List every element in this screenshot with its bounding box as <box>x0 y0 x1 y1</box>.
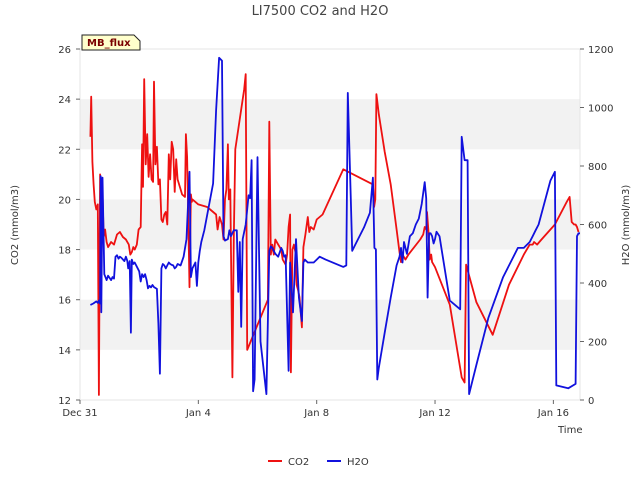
y-tick-label: 12 <box>58 396 71 407</box>
y-right-tick-label: 600 <box>588 221 607 232</box>
y-right-tick-label: 0 <box>588 396 594 407</box>
y-right-tick-label: 1200 <box>588 45 613 56</box>
y-right-tick-label: 800 <box>588 162 607 173</box>
chart-title: LI7500 CO2 and H2O <box>252 4 389 19</box>
y-axis-label-left: CO2 (mmol/m3) <box>10 185 21 265</box>
x-tick-label: Jan 12 <box>418 408 450 419</box>
y-tick-label: 20 <box>58 195 71 206</box>
x-tick-label: Dec 31 <box>62 408 97 419</box>
y-tick-label: 24 <box>58 95 71 106</box>
series-line-h2o <box>90 56 580 396</box>
y-right-tick-label: 400 <box>588 279 607 290</box>
y-tick-label: 22 <box>58 145 71 156</box>
grid-band <box>80 199 580 250</box>
x-tick-label: Jan 16 <box>537 408 569 419</box>
y-tick-label: 26 <box>58 45 71 56</box>
legend-label-h2o: H2O <box>347 457 369 468</box>
legend-label-co2: CO2 <box>288 457 309 468</box>
site-badge: MB_flux <box>81 34 141 51</box>
series-lines <box>89 56 580 396</box>
x-axis-label: Time <box>557 425 582 436</box>
legend: CO2 H2O <box>268 457 369 468</box>
y-tick-label: 18 <box>58 246 71 257</box>
y-tick-label: 14 <box>58 346 71 357</box>
grid-band <box>80 99 580 150</box>
y-right-tick-label: 1000 <box>588 104 613 115</box>
x-tick-label: Jan 4 <box>185 408 211 419</box>
x-tick-label: Jan 8 <box>303 408 329 419</box>
y-axis-right: 0 200 400 600 800 1000 1200 <box>580 45 613 407</box>
x-axis: Dec 31 Jan 4 Jan 8 Jan 12 Jan 16 <box>62 400 569 419</box>
y-tick-label: 16 <box>58 296 71 307</box>
grid-band <box>80 299 580 350</box>
y-axis-left: 12 14 16 18 20 22 24 26 <box>58 45 80 407</box>
grid-bands <box>80 99 580 350</box>
y-axis-label-right: H2O (mmol/m3) <box>621 185 632 266</box>
site-badge-label: MB_flux <box>87 38 131 49</box>
y-right-tick-label: 200 <box>588 338 607 349</box>
